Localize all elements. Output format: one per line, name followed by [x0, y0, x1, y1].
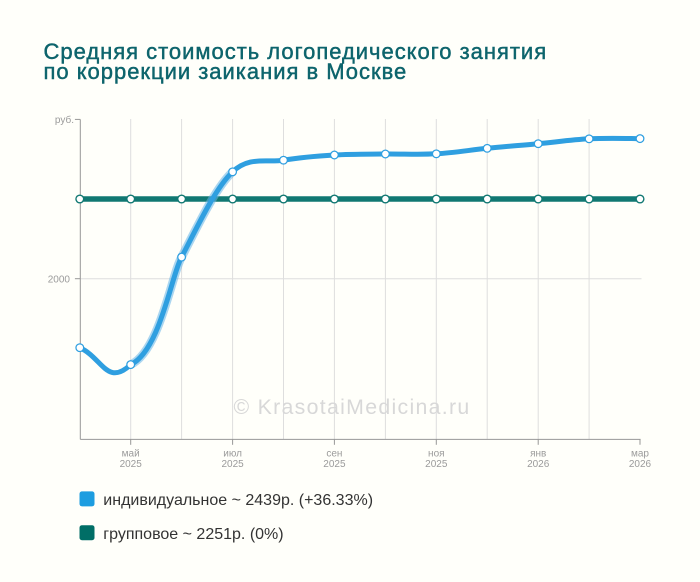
- svg-text:Средняя стоимость логопедическ: Средняя стоимость логопедического заняти…: [44, 39, 548, 64]
- svg-text:2025: 2025: [323, 459, 346, 470]
- svg-text:2026: 2026: [527, 459, 550, 470]
- svg-text:2025: 2025: [120, 459, 143, 470]
- svg-text:ноя: ноя: [428, 448, 445, 459]
- svg-text:май: май: [122, 448, 140, 459]
- svg-text:2025: 2025: [425, 459, 448, 470]
- svg-text:групповое ~ 2251р. (0%): групповое ~ 2251р. (0%): [103, 526, 283, 543]
- svg-text:руб.: руб.: [55, 114, 74, 126]
- svg-text:мар: мар: [631, 448, 649, 459]
- svg-text:сен: сен: [326, 448, 342, 459]
- svg-text:индивидуальное ~ 2439р. (+36.3: индивидуальное ~ 2439р. (+36.33%): [103, 492, 373, 509]
- svg-text:2000: 2000: [48, 274, 71, 285]
- svg-text:2025: 2025: [221, 459, 244, 470]
- svg-text:по коррекции заикания в Москве: по коррекции заикания в Москве: [44, 59, 408, 84]
- svg-text:2026: 2026: [629, 459, 652, 470]
- svg-text:© KrasotaiMedicina.ru: © KrasotaiMedicina.ru: [233, 395, 470, 419]
- svg-text:июл: июл: [223, 448, 242, 459]
- svg-text:янв: янв: [530, 448, 546, 459]
